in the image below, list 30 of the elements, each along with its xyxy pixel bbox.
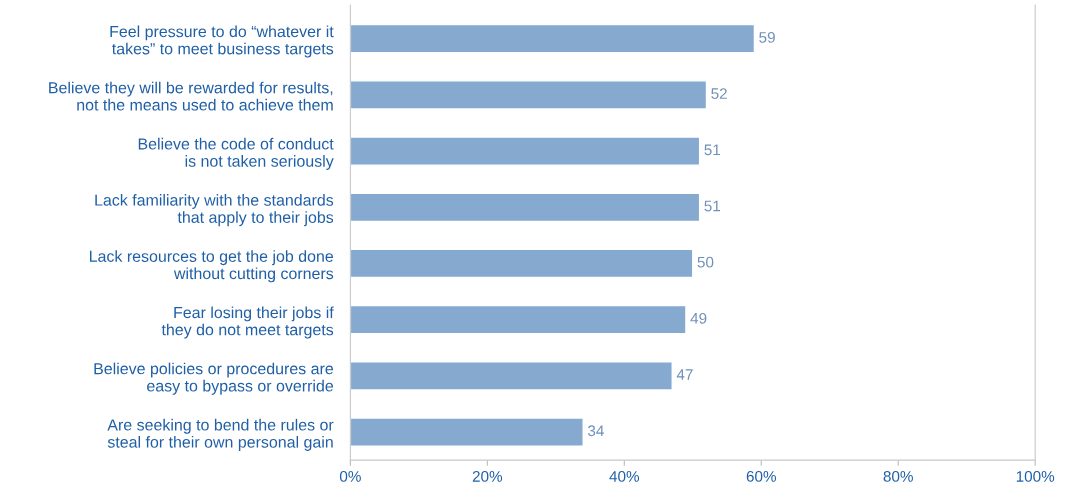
y-tick-label: Believe the code of conduct is not taken seriously (138, 137, 334, 170)
bar (350, 192, 701, 223)
x-tick-label: 60% (746, 470, 777, 482)
data-label: 49 (690, 312, 707, 324)
data-label: 47 (676, 369, 693, 380)
x-tick-label: 100% (1016, 470, 1055, 482)
bar (350, 23, 756, 54)
y-tick-label: Lack familiarity with the standards that apply to their jobs (95, 194, 334, 227)
bar (350, 136, 701, 166)
data-label: 59 (759, 31, 775, 43)
bar (350, 361, 673, 391)
bar (350, 304, 687, 335)
y-tick-label: Are seeking to bend the rules or steal for their own personal gain (107, 418, 334, 451)
data-label: 51 (704, 144, 721, 156)
x-tick-label: 0% (339, 470, 361, 482)
bar (350, 417, 584, 447)
y-tick-label: Fear losing their jobs if they do not meet targets (161, 306, 334, 339)
bar (350, 248, 694, 279)
x-tick-label: 20% (472, 470, 503, 482)
x-tick-label: 40% (609, 470, 640, 482)
y-tick-label: Believe policies or procedures are easy to bypass or override (94, 362, 334, 395)
data-label: 52 (711, 88, 727, 99)
y-tick-label: Lack resources to get the job done without cutting corners (89, 250, 334, 283)
data-label: 51 (704, 200, 721, 212)
bar (350, 80, 708, 110)
data-label: 34 (587, 425, 604, 437)
y-tick-label: Feel pressure to do “whatever it takes” to meet business targets (110, 25, 334, 58)
x-tick-label: 80% (883, 470, 913, 482)
data-label: 50 (697, 256, 714, 268)
y-tick-label: Believe they will be rewarded for results, not the means used to achieve them (49, 81, 333, 111)
